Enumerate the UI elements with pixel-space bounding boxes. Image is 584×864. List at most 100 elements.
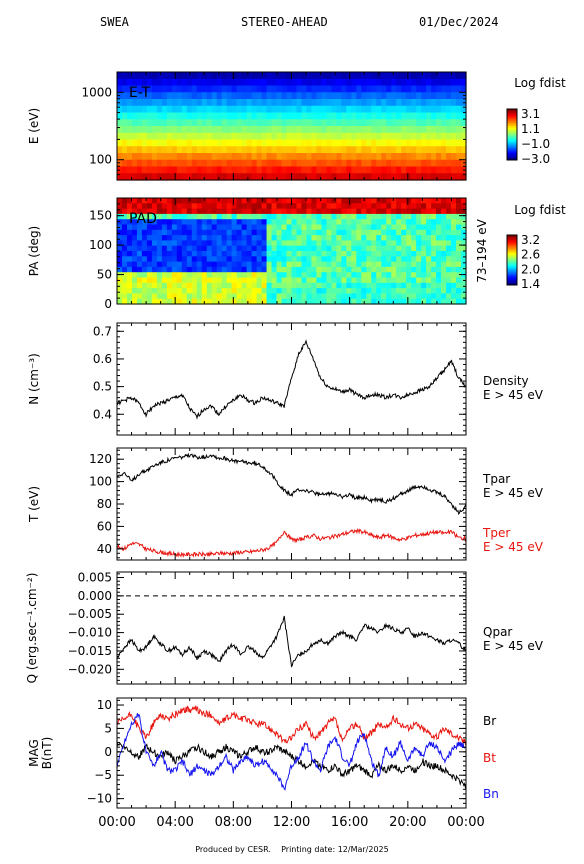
heatmap-cell (331, 166, 337, 174)
heatmap-cell (176, 92, 183, 100)
heatmap-cell (117, 153, 123, 161)
heatmap-cell (241, 203, 248, 210)
heatmap-cell (286, 245, 293, 252)
heatmap-cell (141, 159, 148, 168)
heatmap-cell (386, 229, 392, 236)
heatmap-cell (401, 229, 407, 236)
heatmap-cell (331, 92, 337, 100)
heatmap-cell (221, 112, 228, 120)
heatmap-cell (451, 139, 457, 147)
heatmap-cell (141, 213, 148, 220)
mag-frame (116, 697, 467, 809)
heatmap-cell (291, 146, 298, 154)
heatmap-cell (446, 92, 452, 100)
heatmap-cell (141, 72, 148, 80)
heatmap-cell (131, 229, 138, 236)
heatmap-cell (201, 173, 208, 181)
heatmap-cell (441, 126, 447, 134)
heatmap-cell (381, 298, 387, 305)
heatmap-cell (286, 146, 293, 154)
colorbar-swatch (507, 246, 517, 249)
heatmap-cell (156, 219, 163, 226)
heatmap-cell (326, 139, 332, 147)
heatmap-cell (231, 72, 238, 80)
heatmap-cell (191, 146, 198, 154)
heatmap-cell (341, 139, 347, 147)
heatmap-cell (211, 272, 218, 279)
heatmap-cell (231, 139, 238, 147)
heatmap-cell (216, 166, 223, 174)
heatmap-cell (316, 256, 323, 263)
heatmap-cell (336, 132, 342, 141)
heatmap-cell (366, 132, 372, 141)
heatmap-cell (381, 126, 387, 134)
heatmap-cell (371, 277, 377, 284)
heatmap-cell (301, 288, 308, 294)
heatmap-cell (426, 266, 432, 273)
heatmap-cell (331, 293, 337, 300)
heatmap-cell (206, 119, 213, 127)
heatmap-cell (186, 132, 193, 141)
heatmap-cell (431, 132, 437, 141)
heatmap-cell (436, 293, 442, 300)
heatmap-cell (381, 256, 387, 263)
heatmap-cell (406, 213, 412, 220)
heatmap-cell (376, 266, 382, 273)
heatmap-cell (366, 166, 372, 174)
heatmap-cell (236, 126, 243, 134)
heatmap-cell (226, 132, 233, 141)
heatmap-cell (346, 277, 352, 284)
heatmap-cell (151, 213, 158, 220)
heatmap-cell (131, 261, 138, 268)
heatmap-cell (451, 159, 457, 168)
heatmap-cell (236, 261, 243, 268)
heatmap-cell (306, 153, 313, 161)
density-y-tick-label: 0.7 (93, 324, 112, 338)
energy-colorbar (506, 108, 518, 161)
heatmap-cell (186, 272, 193, 279)
heatmap-cell (396, 288, 402, 294)
heatmap-cell (391, 229, 397, 236)
heatmap-cell (371, 298, 377, 305)
heatmap-cell (381, 235, 387, 241)
heatmap-cell (226, 288, 233, 294)
heatmap-cell (171, 112, 178, 120)
heatmap-cell (336, 298, 342, 305)
heatmap-cell (461, 173, 467, 181)
heatmap-cell (436, 235, 442, 241)
heatmap-cell (166, 92, 173, 100)
heatmap-cell (391, 235, 397, 241)
heatmap-cell (371, 119, 377, 127)
heatmap-cell (396, 282, 402, 289)
heatmap-cell (161, 277, 168, 284)
pad-y-tick-label: 50 (97, 268, 112, 282)
heatmap-cell (131, 99, 138, 107)
energy-ylabel: E (eV) (27, 108, 41, 144)
heatmap-cell (246, 112, 253, 120)
heatmap-cell (341, 126, 347, 134)
heatmap-cell (256, 256, 263, 263)
heatmap-cell (446, 203, 452, 210)
heatmap-cell (316, 208, 323, 215)
heatmap-cell (351, 266, 357, 273)
heatmap-cell (406, 99, 412, 107)
heatmap-cell (366, 261, 372, 268)
heatmap-cell (211, 256, 218, 263)
heatmap-cell (356, 277, 362, 284)
heatmap-cell (161, 198, 168, 204)
heatmap-cell (251, 105, 258, 114)
heatmap-cell (206, 99, 213, 107)
heatmap-cell (131, 173, 138, 181)
heatmap-cell (266, 153, 273, 161)
heatmap-cell (141, 272, 148, 279)
heatmap-cell (246, 261, 253, 268)
heatmap-cell (316, 153, 323, 161)
heatmap-cell (441, 173, 447, 181)
heatmap-cell (291, 288, 298, 294)
heatmap-cell (191, 198, 198, 204)
heatmap-cell (411, 293, 417, 300)
heatmap-cell (421, 173, 427, 181)
heatmap-cell (221, 282, 228, 289)
heatmap-cell (166, 298, 173, 305)
heatmap-cell (131, 105, 138, 114)
